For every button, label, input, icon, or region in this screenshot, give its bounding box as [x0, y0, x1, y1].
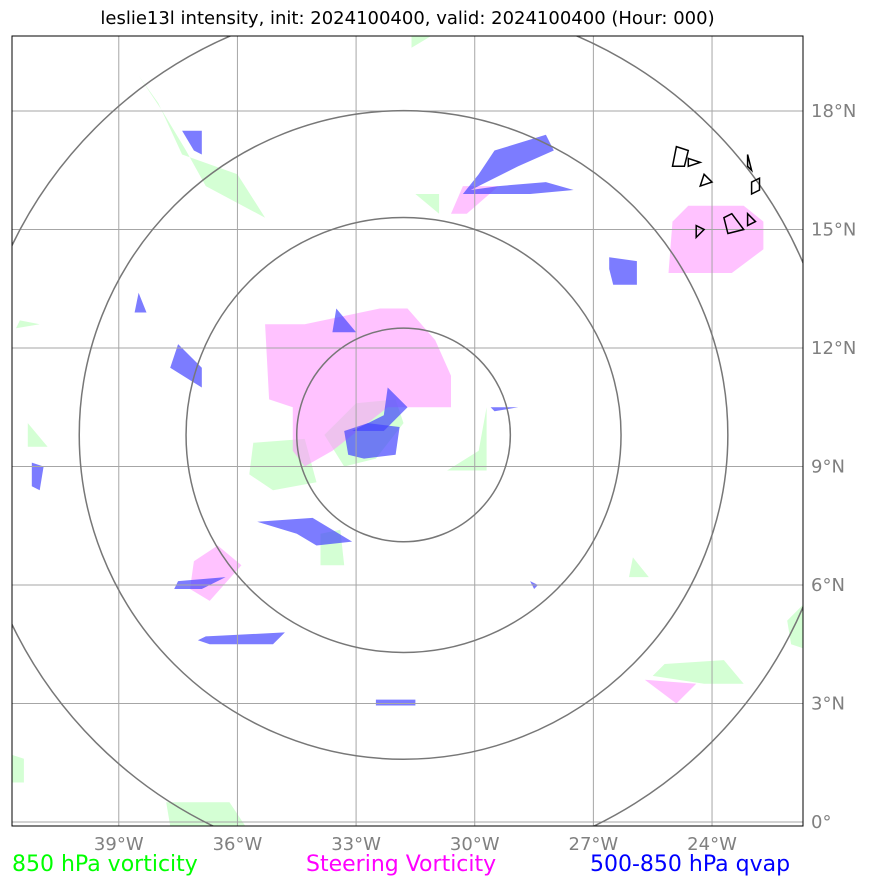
range-rings: [12, 36, 803, 826]
plot-area: [12, 36, 803, 826]
vort850-contour: [16, 320, 40, 329]
vort850-contour: [166, 802, 246, 826]
range-ring: [295, 327, 512, 543]
qvap-contour: [609, 257, 637, 285]
qvap-contour: [174, 577, 226, 589]
legend-steering-vorticity: Steering Vorticity: [306, 852, 497, 877]
island-coastline: [750, 176, 761, 196]
longitude-tick-label: 27°W: [569, 834, 619, 855]
qvap-contour: [257, 517, 353, 546]
qvap-contour: [31, 462, 44, 491]
latitude-tick-labels: 0° 3°N 6°N 9°N 12°N 15°N 18°N: [811, 101, 856, 833]
qvap-contour: [375, 699, 416, 706]
vort850-contour: [27, 423, 48, 447]
latitude-tick-label: 3°N: [811, 694, 845, 715]
longitude-tick-label: 33°W: [331, 834, 381, 855]
island-coastline: [746, 211, 757, 227]
island-coastline: [687, 157, 703, 168]
latitude-tick-label: 6°N: [811, 575, 845, 596]
vort850-contour: [652, 660, 744, 684]
vort850-contour: [12, 754, 24, 783]
vort850-layer: [12, 36, 803, 826]
lat-lon-gridlines: [12, 36, 803, 826]
plot-frame: [11, 35, 804, 827]
latitude-tick-label: 12°N: [811, 338, 856, 359]
qvap-contour: [344, 423, 400, 459]
range-ring: [78, 109, 729, 760]
map-title: leslie13l intensity, init: 2024100400, v…: [100, 8, 715, 29]
legend-850hpa-vorticity: 850 hPa vorticity: [12, 852, 198, 877]
latitude-tick-label: 15°N: [811, 220, 856, 241]
legend-qvap: 500-850 hPa qvap: [590, 852, 791, 877]
longitude-tick-label: 36°W: [213, 834, 263, 855]
qvap-contour: [332, 308, 357, 333]
qvap-contour: [352, 387, 408, 431]
qvap-contour: [462, 134, 574, 194]
longitude-tick-labels: 39°W 36°W 33°W 30°W 27°W 24°W: [94, 834, 737, 855]
steering-vorticity-contour: [190, 545, 242, 601]
qvap-contour: [197, 632, 285, 645]
qvap-layer: [31, 130, 637, 706]
vort850-contour: [447, 407, 487, 471]
island-coastline: [746, 154, 753, 173]
steering-vorticity-contour: [668, 205, 764, 273]
qvap-contour: [490, 407, 519, 412]
longitude-tick-label: 39°W: [94, 834, 144, 855]
island-coastline: [699, 172, 714, 188]
island-coastline: [695, 224, 706, 240]
longitude-tick-label: 24°W: [687, 834, 737, 855]
vort850-contour: [138, 75, 266, 218]
vort850-contour: [415, 194, 440, 214]
longitude-tick-label: 30°W: [450, 834, 500, 855]
latitude-tick-label: 9°N: [811, 457, 845, 478]
qvap-contour: [134, 292, 147, 313]
vort850-contour: [411, 36, 432, 48]
qvap-contour: [182, 130, 202, 155]
coastlines: [671, 145, 761, 240]
steering-vorticity-contour: [644, 679, 697, 704]
latitude-tick-label: 18°N: [811, 101, 856, 122]
range-ring: [185, 216, 622, 654]
island-coastline: [723, 212, 745, 235]
latitude-tick-label: 0°: [811, 812, 831, 833]
vort850-contour: [629, 557, 649, 578]
island-coastline: [671, 145, 690, 168]
range-ring: [12, 36, 803, 826]
